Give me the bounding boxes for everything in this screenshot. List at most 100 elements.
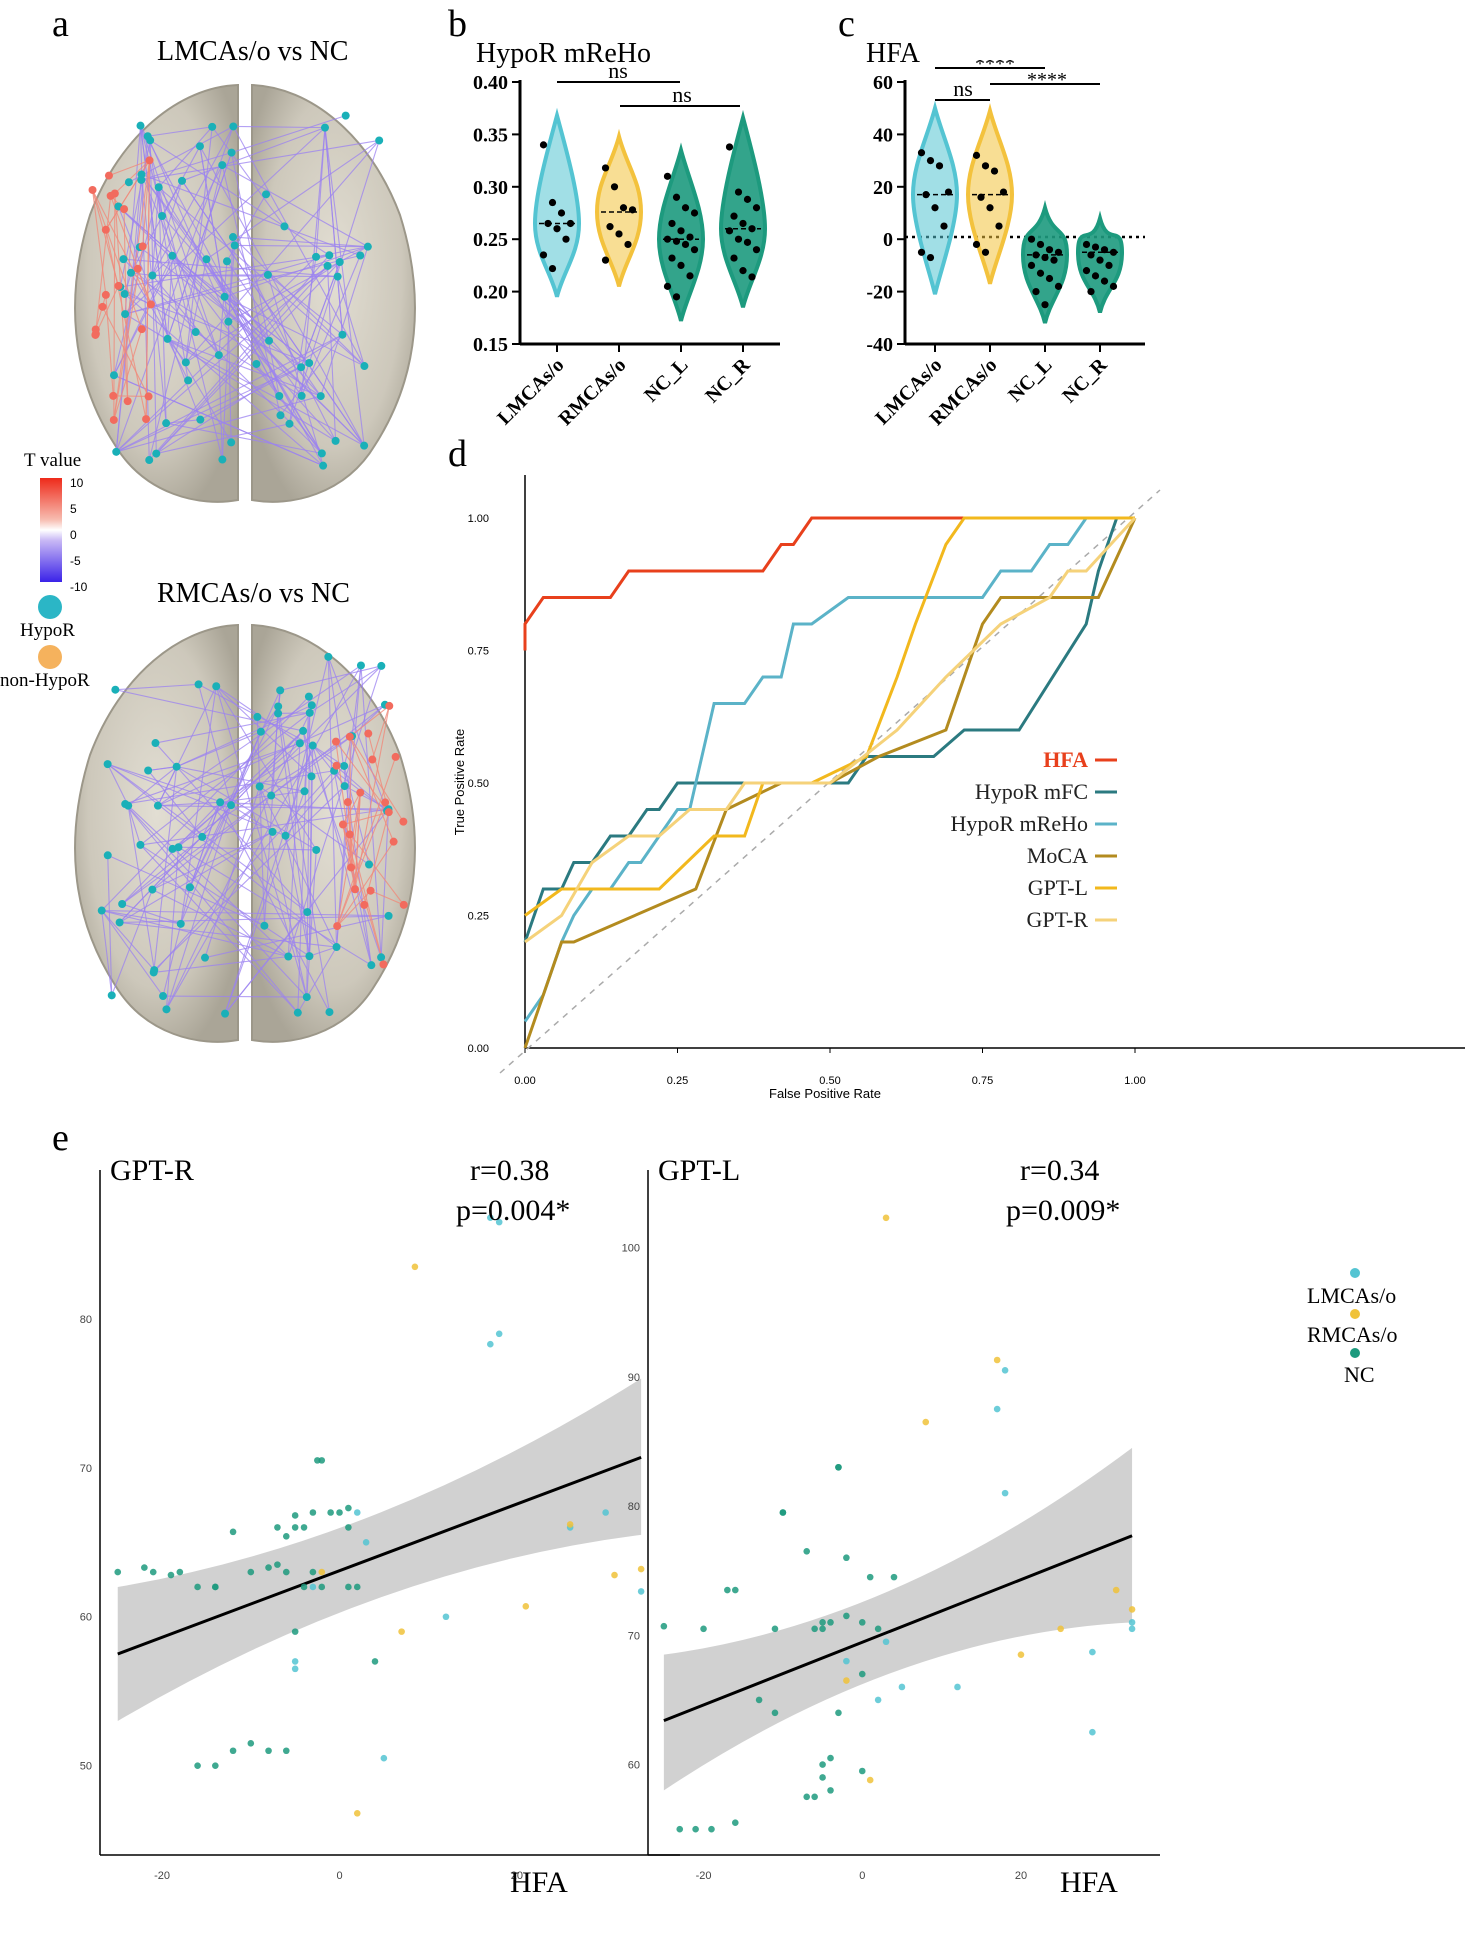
scatter-point-rmcaso — [1112, 1586, 1120, 1594]
scatter-point-lmcaso — [495, 1330, 503, 1338]
brain-edge — [215, 685, 317, 851]
violin-NC_R — [1075, 210, 1125, 314]
brain-edge — [140, 844, 299, 1014]
violin-point — [677, 227, 685, 235]
brain-edge — [118, 206, 270, 342]
brain-node-hypor — [218, 161, 227, 170]
brain-edge — [226, 260, 322, 397]
violin-point — [548, 264, 557, 273]
brain-node-nonhypor — [109, 415, 118, 424]
scatter-point-nc — [811, 1625, 818, 1633]
violin-point — [1041, 253, 1049, 262]
x-tick-label: -20 — [696, 1870, 712, 1882]
x-tick-label: 0.50 — [819, 1075, 840, 1087]
brain-node-nonhypor — [381, 798, 390, 807]
violin-point — [1027, 261, 1036, 269]
y-tick-label: 80 — [80, 1314, 92, 1326]
y-tick-label: 70 — [628, 1630, 640, 1642]
brain-node-hypor — [285, 419, 294, 428]
brain-edge — [153, 766, 178, 973]
scatter-point-nc — [827, 1787, 834, 1794]
brain-node-nonhypor — [104, 171, 113, 180]
violin-point — [668, 219, 676, 228]
x-tick-label: 0 — [336, 1870, 342, 1882]
brain-edge — [153, 955, 289, 974]
scatter-point-nc — [843, 1612, 850, 1620]
brain-node-nonhypor — [138, 242, 147, 251]
brain-node-hypor — [163, 334, 172, 343]
brain-node-hypor — [332, 943, 341, 952]
brain-node-hypor — [222, 257, 231, 266]
brain-node-nonhypor — [101, 290, 110, 299]
brain-node-hypor — [148, 271, 157, 280]
scatter-point-rmcaso — [1057, 1625, 1064, 1633]
brain-node-hypor — [153, 801, 162, 810]
brain-edge-red — [114, 159, 150, 194]
y-tick-label: 50 — [80, 1761, 92, 1773]
brain-edge-red — [349, 736, 395, 842]
brain-node-hypor — [126, 268, 135, 277]
violin-point — [1087, 288, 1095, 296]
brain-edge — [101, 910, 113, 996]
brain-node-hypor — [194, 680, 203, 689]
brain-edge — [231, 152, 280, 397]
x-tick-label: RMCAs/o — [554, 354, 630, 430]
scatter-point-nc — [890, 1573, 898, 1581]
x-tick-label: 0.25 — [667, 1075, 688, 1087]
y-tick-label: 1.00 — [468, 513, 489, 525]
brain-node-hypor — [103, 760, 112, 769]
brain-edge — [233, 125, 325, 129]
brain-node-hypor — [325, 251, 334, 260]
scatter-point-nc — [300, 1583, 308, 1591]
brain-edge — [155, 712, 310, 744]
brain-edge-red — [336, 756, 397, 927]
scatter-point-nc — [819, 1761, 826, 1768]
colorbar-tick: 5 — [70, 502, 77, 516]
brain-edge — [306, 712, 311, 998]
sig-label: **** — [1027, 69, 1067, 91]
brain-edge — [120, 254, 330, 288]
scatter-point-lmcaso — [898, 1683, 906, 1691]
brain-edge — [127, 805, 141, 846]
regression-line — [663, 1534, 1133, 1722]
brain-edge — [351, 665, 362, 737]
connectivity-edges-bottom — [101, 656, 405, 1014]
scatter-point-lmcaso — [380, 1754, 388, 1762]
brain-node-hypor — [276, 686, 285, 695]
scatter-point-rmcaso — [398, 1628, 405, 1635]
brain-node-hypor — [228, 233, 237, 242]
scatter-point-nc — [291, 1524, 299, 1531]
brain-node-hypor — [300, 787, 309, 796]
scatter-point-rmcaso — [637, 1565, 645, 1573]
brain-node-hypor — [297, 391, 306, 400]
colorbar — [40, 478, 62, 582]
brain-node-hypor — [255, 782, 264, 791]
violin-point — [690, 209, 699, 217]
scatter-point-nc — [212, 1762, 219, 1769]
violin-LMCAs/o — [532, 107, 582, 298]
scatter-point-nc — [274, 1524, 281, 1531]
y-tick-label: 60 — [80, 1612, 92, 1624]
brain-node-nonhypor — [331, 737, 340, 746]
brain-node-nonhypor — [142, 415, 151, 424]
brain-bottom-title: RMCAs/o vs NC — [157, 578, 350, 609]
brain-edge — [181, 127, 326, 182]
brain-edge — [172, 735, 353, 850]
violin-point — [686, 272, 694, 280]
scatter-gpt-r: -20 0 20 80 70 60 50 GPT-R r=0.38 p=0.004* HFA — [80, 1154, 680, 1899]
brain-node-hypor — [312, 845, 321, 854]
violin-point — [725, 143, 734, 151]
brain-edge-red — [91, 189, 107, 295]
brain-node-hypor — [280, 222, 289, 231]
y-tick-label: 0.30 — [473, 177, 508, 199]
brain-edge-red — [349, 705, 390, 738]
brain-node-hypor — [281, 831, 290, 840]
brain-node-hypor — [111, 685, 120, 694]
brain-node-hypor — [212, 682, 221, 691]
scatter-title: GPT-L — [658, 1154, 740, 1187]
brain-edge-red — [342, 824, 352, 868]
violin-point — [539, 141, 548, 149]
